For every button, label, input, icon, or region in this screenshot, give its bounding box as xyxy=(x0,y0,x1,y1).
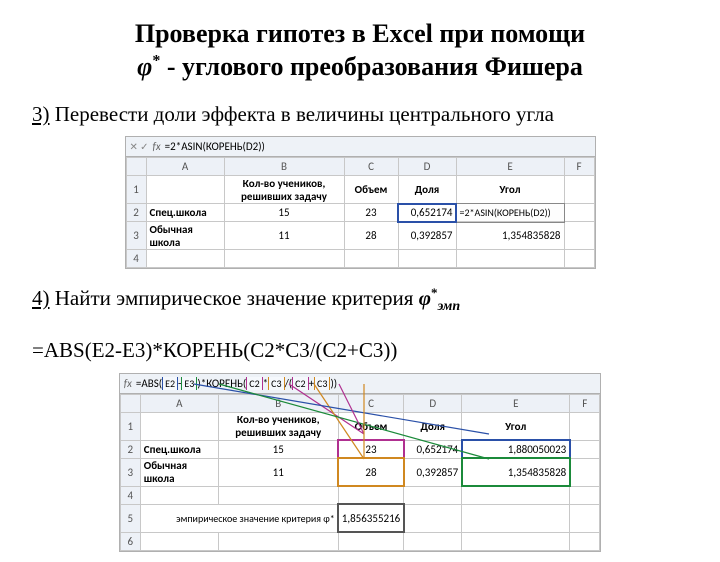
e22: 1,880050023 xyxy=(462,440,570,458)
he2: Угол xyxy=(462,412,570,440)
formula-bar-1: ✕ ✓ fx =2*ASIN(КОРЕНЬ(D2)) xyxy=(126,137,595,157)
a23: Обычная школа xyxy=(140,458,218,486)
sheet-2: A B C D E F 1 Кол-во учеников, решивших … xyxy=(120,394,601,551)
c2e: E xyxy=(462,394,570,412)
row1h: 1 xyxy=(126,176,146,204)
title-line2: - углового преобразования Фишера xyxy=(160,52,583,81)
phi-symbol: φ xyxy=(137,52,152,81)
r24: 4 xyxy=(120,486,140,504)
c23: 28 xyxy=(338,458,404,486)
hc2: Объем xyxy=(338,412,404,440)
fx-label-2: fx xyxy=(124,377,132,390)
c22: 23 xyxy=(338,440,404,458)
excel-screenshot-2: fx =ABS(E2-E3)*КОРЕНЬ(C2*C3/(C2+C3)) A B… xyxy=(119,373,602,552)
row2h: 2 xyxy=(126,204,146,222)
fx-label-1: fx xyxy=(153,140,161,153)
b3: 11 xyxy=(224,222,344,250)
d3: 0,392857 xyxy=(398,222,456,250)
e3: 1,354835828 xyxy=(456,222,564,250)
corner xyxy=(126,158,146,176)
d22: 0,652174 xyxy=(404,440,462,458)
r21: 1 xyxy=(120,412,140,440)
c2a: A xyxy=(140,394,218,412)
star2: * xyxy=(431,285,438,300)
col-f: F xyxy=(564,158,594,176)
c3: 28 xyxy=(344,222,398,250)
b2: 15 xyxy=(224,204,344,222)
col-b: B xyxy=(224,158,344,176)
abs-formula: =ABS(E2-E3)*КОРЕНЬ(C2*C3/(C2+C3)) xyxy=(32,338,688,363)
e2: =2*ASIN(КОРЕНЬ(D2)) xyxy=(456,204,564,222)
e23: 1,354835828 xyxy=(462,458,570,486)
h-c: Объем xyxy=(344,176,398,204)
b22: 15 xyxy=(218,440,338,458)
col-d: D xyxy=(398,158,456,176)
phi2: φ xyxy=(419,286,431,310)
row4h: 4 xyxy=(126,250,146,268)
c2b: B xyxy=(218,394,338,412)
excel-screenshot-1: ✕ ✓ fx =2*ASIN(КОРЕНЬ(D2)) A B C D E F 1… xyxy=(125,136,596,269)
c2c: C xyxy=(338,394,404,412)
sheet-1: A B C D E F 1 Кол-во учеников, решивших … xyxy=(126,157,595,268)
step3-num: 3) xyxy=(32,102,50,126)
h-d: Доля xyxy=(398,176,456,204)
slide-title: Проверка гипотез в Excel при помощи φ* -… xyxy=(32,18,688,83)
step-3: 3) Перевести доли эффекта в величины цен… xyxy=(32,101,688,128)
r25: 5 xyxy=(120,504,140,532)
formula-text-1: =2*ASIN(КОРЕНЬ(D2)) xyxy=(165,140,265,153)
formula-bar-2: fx =ABS(E2-E3)*КОРЕНЬ(C2*C3/(C2+C3)) xyxy=(120,374,601,394)
c2: 23 xyxy=(344,204,398,222)
a2: Спец.школа xyxy=(146,204,224,222)
c25: 1,856355216 xyxy=(338,504,404,532)
fb1-icons: ✕ ✓ xyxy=(130,140,149,153)
col-a: A xyxy=(146,158,224,176)
step4-text: Найти эмпирическое значение критерия xyxy=(50,286,419,310)
phi-sub: эмп xyxy=(438,299,461,314)
a25: эмпирическое значение критерия φ* xyxy=(140,504,338,532)
step4-num: 4) xyxy=(32,286,50,310)
step3-text: Перевести доли эффекта в величины центра… xyxy=(50,102,554,126)
a3: Обычная школа xyxy=(146,222,224,250)
d23: 0,392857 xyxy=(404,458,462,486)
c2f: F xyxy=(570,394,600,412)
col-e: E xyxy=(456,158,564,176)
hb2: Кол-во учеников, решивших задачу xyxy=(218,412,338,440)
r26: 6 xyxy=(120,532,140,550)
formula-text-2: =ABS(E2-E3)*КОРЕНЬ(C2*C3/(C2+C3)) xyxy=(136,377,337,390)
h-b: Кол-во учеников, решивших задачу xyxy=(224,176,344,204)
col-c: C xyxy=(344,158,398,176)
a22: Спец.школа xyxy=(140,440,218,458)
b23: 11 xyxy=(218,458,338,486)
c2d: D xyxy=(404,394,462,412)
hd2: Доля xyxy=(404,412,462,440)
r22: 2 xyxy=(120,440,140,458)
h-e: Угол xyxy=(456,176,564,204)
step-4: 4) Найти эмпирическое значение критерия … xyxy=(32,285,688,316)
row3h: 3 xyxy=(126,222,146,250)
d2: 0,652174 xyxy=(398,204,456,222)
r23: 3 xyxy=(120,458,140,486)
title-line1: Проверка гипотез в Excel при помощи xyxy=(135,19,585,48)
